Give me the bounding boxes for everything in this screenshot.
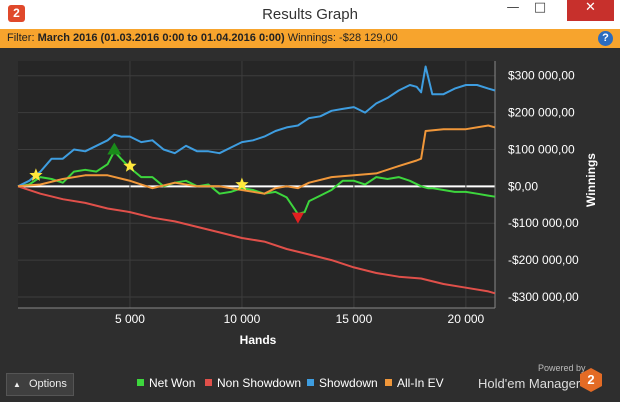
star-marker xyxy=(235,177,249,191)
bottom-bar: ▲ Options Net Won Non Showdown Showdown … xyxy=(0,363,620,402)
y-axis-ticks: $300 000,00 $200 000,00 $100 000,00 $0,00 -$… xyxy=(508,69,579,304)
x-axis-label: Hands xyxy=(240,333,277,347)
powered-by-text: Powered by xyxy=(538,363,586,373)
maximize-button[interactable]: □ xyxy=(533,0,547,15)
legend-swatch-non-showdown xyxy=(205,379,212,386)
legend-showdown[interactable]: Showdown xyxy=(307,376,378,390)
y-axis-label: Winnings xyxy=(584,153,598,207)
options-label: Options xyxy=(29,378,67,390)
results-chart: 5 000 10 000 15 000 20 000 $300 000,00 $200 … xyxy=(17,61,598,347)
y-tick-label: $100 000,00 xyxy=(508,142,575,156)
legend-swatch-net-won xyxy=(137,379,144,386)
hm-logo-icon: 2 xyxy=(580,368,602,392)
legend-swatch-all-in-ev xyxy=(385,379,392,386)
minimize-button[interactable]: — xyxy=(506,0,520,15)
y-tick-label: -$200 000,00 xyxy=(508,253,579,267)
chart-markers xyxy=(29,142,304,224)
help-icon[interactable]: ? xyxy=(598,31,613,46)
y-tick-label: $200 000,00 xyxy=(508,106,575,120)
legend-label-all-in-ev: All-In EV xyxy=(397,376,444,390)
series-line-showdown xyxy=(17,65,496,188)
x-tick-label: 5 000 xyxy=(115,312,145,326)
legend-label-non-showdown: Non Showdown xyxy=(217,376,302,390)
close-button[interactable]: ✕ xyxy=(567,0,614,21)
product-name: Hold'em Manager xyxy=(478,376,581,391)
legend-net-won[interactable]: Net Won xyxy=(137,376,195,390)
x-tick-label: 20 000 xyxy=(448,312,485,326)
legend-swatch-showdown xyxy=(307,379,314,386)
series-line-all-in-ev xyxy=(17,124,496,195)
series-line-non-showdown xyxy=(17,185,496,295)
y-tick-label: -$100 000,00 xyxy=(508,216,579,230)
trough-marker xyxy=(291,212,304,224)
title-bar[interactable]: 2 Results Graph — □ ✕ xyxy=(0,0,620,29)
legend-label-net-won: Net Won xyxy=(149,376,196,390)
app-icon: 2 xyxy=(8,5,25,22)
filter-bar: Filter: March 2016 (01.03.2016 0:00 to 0… xyxy=(0,29,620,48)
y-tick-label: -$300 000,00 xyxy=(508,290,579,304)
legend-non-showdown[interactable]: Non Showdown xyxy=(205,376,301,390)
x-tick-label: 15 000 xyxy=(336,312,373,326)
y-tick-label: $0,00 xyxy=(508,179,538,193)
filter-prefix: Filter: xyxy=(7,32,35,44)
star-marker xyxy=(123,159,137,172)
legend-all-in-ev[interactable]: All-In EV xyxy=(385,376,444,390)
peak-marker xyxy=(107,142,122,155)
options-button[interactable]: ▲ Options xyxy=(6,373,74,396)
y-tick-label: $300 000,00 xyxy=(508,69,575,83)
caret-up-icon: ▲ xyxy=(13,380,21,389)
filter-text: Filter: March 2016 (01.03.2016 0:00 to 0… xyxy=(7,29,398,48)
legend-label-showdown: Showdown xyxy=(319,376,378,390)
winnings-value: -$28 129,00 xyxy=(339,32,398,44)
filter-value: March 2016 (01.03.2016 0:00 to 01.04.201… xyxy=(37,32,285,44)
window-title: Results Graph xyxy=(262,6,358,23)
x-axis-ticks: 5 000 10 000 15 000 20 000 xyxy=(115,312,485,326)
chart-series xyxy=(17,65,496,295)
plot-background xyxy=(18,61,495,308)
x-tick-label: 10 000 xyxy=(224,312,261,326)
star-marker xyxy=(29,168,43,181)
winnings-label: Winnings: xyxy=(287,32,336,44)
